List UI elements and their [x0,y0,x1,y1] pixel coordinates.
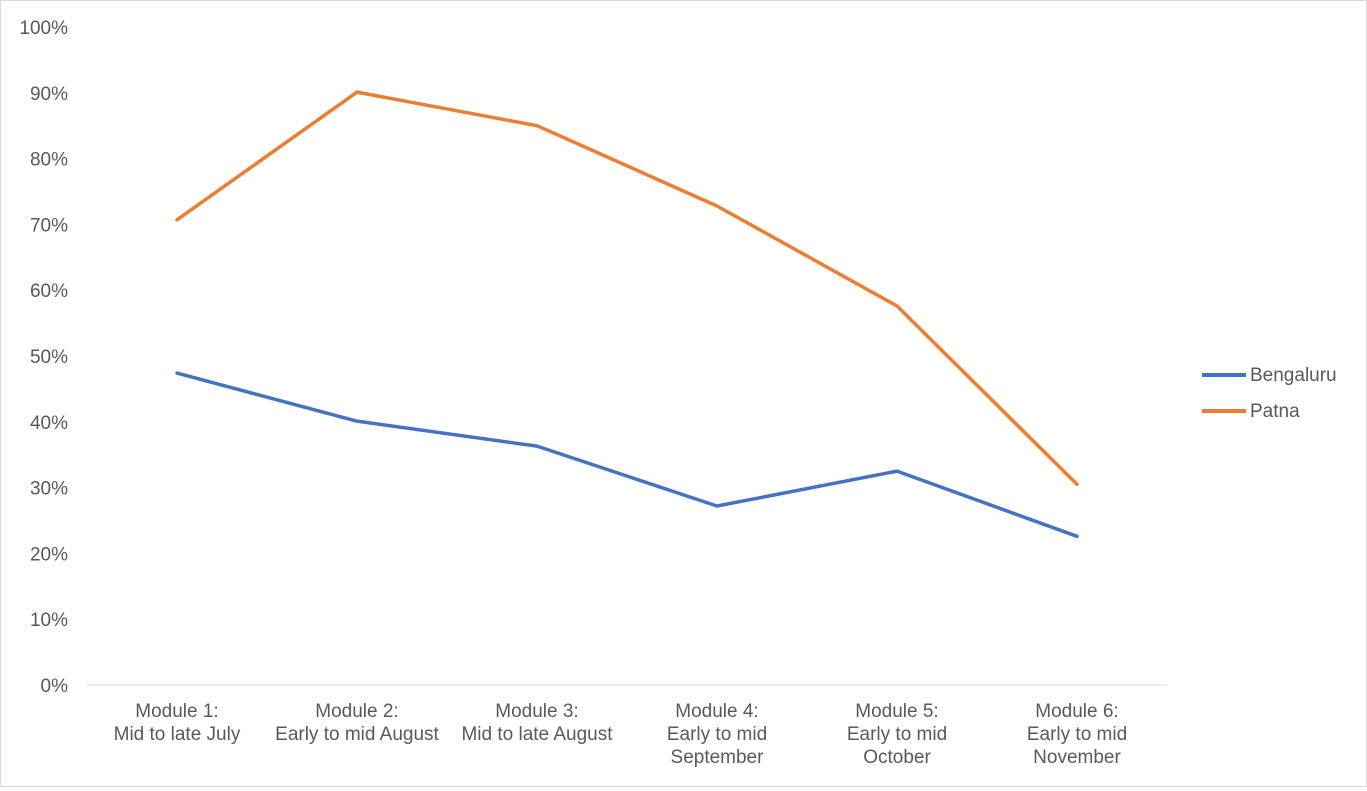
y-tick-label: 10% [30,610,68,631]
x-tick-label: Module 6: [1035,701,1118,722]
y-tick-label: 100% [19,18,68,39]
x-tick-label: Module 5: [855,701,938,722]
y-tick-label: 70% [30,215,68,236]
data-point-patna [355,90,359,94]
data-point-bengaluru [355,419,359,423]
x-tick-label: Early to mid [1027,724,1127,745]
data-point-bengaluru [895,469,899,473]
x-tick-label: Early to mid [847,724,947,745]
data-point-patna [175,218,179,222]
data-point-bengaluru [175,371,179,375]
x-tick-label: Module 2: [315,701,398,722]
y-tick-label: 80% [30,150,68,171]
data-point-bengaluru [1075,534,1079,538]
data-point-bengaluru [715,504,719,508]
data-point-patna [535,124,539,128]
data-point-patna [1075,482,1079,486]
x-tick-label: Module 3: [495,701,578,722]
y-tick-label: 0% [41,676,69,697]
y-tick-label: 50% [30,347,68,368]
legend-label-bengaluru: Bengaluru [1250,365,1337,386]
x-tick-label: Mid to late August [461,724,613,745]
series-line-patna [175,90,1079,487]
x-tick-label: Early to mid August [275,724,439,745]
x-tick-label: November [1033,747,1121,768]
x-tick-label: September [671,747,765,768]
y-tick-label: 40% [30,413,68,434]
x-tick-label: Mid to late July [114,724,241,745]
data-point-patna [715,204,719,208]
x-tick-label: Module 1: [135,701,218,722]
legend-label-patna: Patna [1250,401,1300,422]
y-tick-label: 60% [30,281,68,302]
x-tick-label: Early to mid [667,724,767,745]
series-line-bengaluru [175,371,1079,539]
data-point-patna [895,304,899,308]
y-tick-label: 20% [30,544,68,565]
y-tick-label: 30% [30,479,68,500]
x-tick-label: October [863,747,931,768]
y-tick-label: 90% [30,84,68,105]
x-tick-label: Module 4: [675,701,758,722]
data-point-bengaluru [535,444,539,448]
